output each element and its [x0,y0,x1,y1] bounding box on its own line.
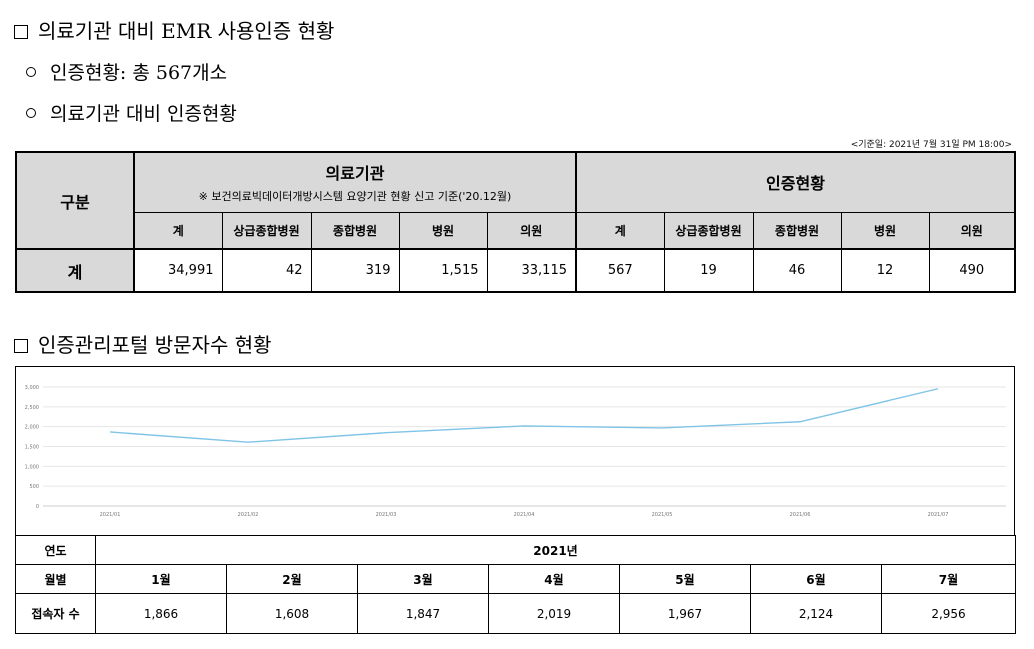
col-header: 상급종합병원 [663,211,754,250]
year-header: 연도 [15,535,96,565]
table-cell: 33,115 [486,248,577,293]
x-tick-label: 2021/06 [790,512,811,518]
col-header: 계 [133,211,223,250]
table-cell: 567 [575,248,665,293]
visitors-cell: 1,866 [95,593,227,634]
month-cell: 2월 [226,564,358,594]
visitors-cell: 1,967 [619,593,751,634]
table-cell: 46 [752,248,842,293]
table-cell: 319 [310,248,400,293]
section-heading-visitors: 인증관리포털 방문자수 현황 [14,329,272,358]
col-header: 종합병원 [752,211,842,250]
x-tick-label: 2021/04 [514,512,535,518]
table-cell: 1,515 [398,248,488,293]
x-tick-label: 2021/01 [100,512,121,518]
table-cell: 34,991 [133,248,223,293]
bullet-cert-vs-institutions: 의료기관 대비 인증현황 [26,99,237,126]
month-header: 월별 [15,564,96,594]
visitors-cell: 1,847 [357,593,489,634]
col-header: 의원 [928,211,1016,250]
visitors-chart: 3,000 2,500 2,000 1,500 1,000 500 0 2021/01 2021… [15,366,1015,535]
y-tick-label: 500 [29,484,39,490]
y-tick-label: 0 [36,504,39,510]
checkbox-square-icon [14,25,28,39]
circle-bullet-icon [26,108,36,118]
x-tick-label: 2021/02 [238,512,259,518]
basis-date: <기준일: 2021년 7월 31일 PM 18:00> [850,140,1012,150]
group-header-certification: 인증현황 [575,151,1016,213]
table-cell: 12 [840,248,930,293]
institution-cert-table: 구분 의료기관 ※ 보건의료빅데이터개방시스템 요양기관 현황 신고 기준('2… [15,151,1016,293]
y-tick-label: 2,500 [25,405,39,411]
table-cell: 490 [928,248,1016,293]
x-tick-label: 2021/07 [928,512,949,518]
col-header: 상급종합병원 [221,211,312,250]
section-heading-emr: 의료기관 대비 EMR 사용인증 현황 [14,15,334,44]
series-line [109,388,939,443]
table-cell: 42 [221,248,312,293]
circle-bullet-icon [26,67,36,77]
visitors-cell: 2,019 [488,593,620,634]
col-header: 계 [575,211,665,250]
y-tick-label: 1,500 [25,445,39,451]
month-cell: 6월 [750,564,882,594]
visitors-header: 접속자 수 [15,593,96,634]
bullet-cert-vs-text: 의료기관 대비 인증현황 [50,103,237,125]
row-label-total: 계 [15,248,135,293]
visitors-cell: 1,608 [226,593,358,634]
y-tick-label: 1,000 [25,464,39,470]
month-cell: 7월 [881,564,1016,594]
month-cell: 1월 [95,564,227,594]
category-header: 구분 [15,151,135,250]
x-tick-label: 2021/03 [376,512,397,518]
bullet-cert-status: 인증현황: 총 567개소 [26,58,227,85]
group-title-institutions: 의료기관 [325,164,385,184]
checkbox-square-icon [14,339,28,353]
month-cell: 5월 [619,564,751,594]
group-header-institutions: 의료기관 ※ 보건의료빅데이터개방시스템 요양기관 현황 신고 기준('20.1… [133,151,577,213]
y-tick-label: 2,000 [25,425,39,431]
visitors-table: 연도 2021년 월별 1월 2월 3월 4월 5월 6월 7월 접속자 수 1… [15,535,1016,634]
col-header: 병원 [398,211,488,250]
month-cell: 4월 [488,564,620,594]
visitors-cell: 2,956 [881,593,1016,634]
year-value: 2021년 [95,535,1016,565]
month-cell: 3월 [357,564,489,594]
table-cell: 19 [663,248,754,293]
col-header: 종합병원 [310,211,400,250]
col-header: 의원 [486,211,577,250]
x-tick-label: 2021/05 [652,512,673,518]
visitors-line-chart: 3,000 2,500 2,000 1,500 1,000 500 0 2021/01 2021… [25,385,1006,518]
section-title-emr: 의료기관 대비 EMR 사용인증 현황 [38,19,335,43]
section-title-visitors: 인증관리포털 방문자수 현황 [38,333,272,357]
col-header: 병원 [840,211,930,250]
group-note-institutions: ※ 보건의료빅데이터개방시스템 요양기관 현황 신고 기준('20.12월) [198,190,512,204]
visitors-cell: 2,124 [750,593,882,634]
y-tick-label: 3,000 [25,385,39,391]
bullet-cert-status-text: 인증현황: 총 567개소 [50,62,228,84]
